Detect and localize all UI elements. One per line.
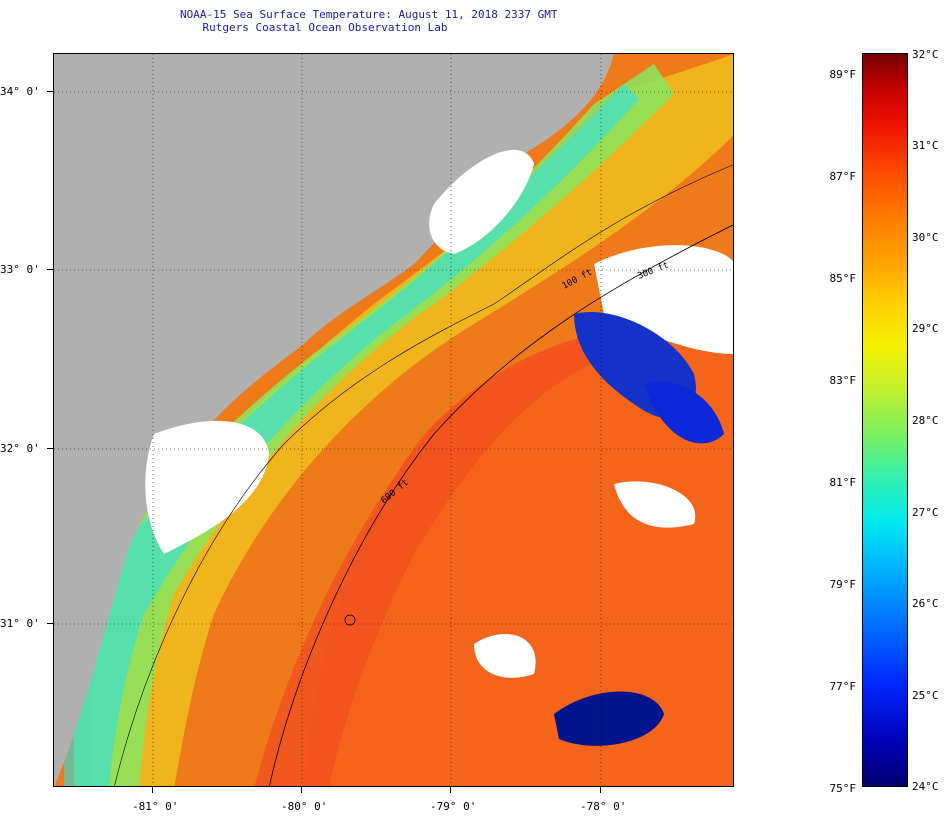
y-tick-34 (47, 91, 53, 92)
map-title: NOAA-15 Sea Surface Temperature: August … (180, 8, 558, 21)
y-tick-33 (47, 269, 53, 270)
shelf-water-region (94, 54, 733, 786)
x-tick-81 (152, 787, 153, 793)
temperature-color-bar (862, 53, 908, 787)
graticule (54, 54, 733, 786)
cloud-patch-se (614, 481, 696, 528)
cloud-patch-nearshore-north (429, 149, 534, 254)
x-axis-label-79: -79° 0' (430, 800, 477, 813)
colorbar-c-label: 28°C (912, 414, 939, 427)
nearshore-water-region (74, 64, 674, 786)
colorbar-c-label: 32°C (912, 48, 939, 61)
y-axis-label-34: 34° 0' (0, 85, 40, 98)
colorbar-c-label: 27°C (912, 506, 939, 519)
colorbar-c-label: 30°C (912, 231, 939, 244)
sst-map: 100 ft 300 ft 600 ft (53, 53, 734, 787)
colorbar-f-label: 81°F (829, 476, 857, 489)
y-axis-label-33: 33° 0' (0, 263, 40, 276)
colorbar-f-label: 75°F (829, 782, 857, 795)
colorbar-c-label: 26°C (912, 597, 939, 610)
land-mass (54, 54, 614, 786)
warm-core-region (304, 304, 733, 786)
colorbar-f-label: 77°F (829, 680, 857, 693)
colorbar-f-label: 83°F (829, 374, 857, 387)
buoy-marker (344, 614, 356, 626)
colorbar-c-label: 29°C (912, 322, 939, 335)
colorbar-f-label: 79°F (829, 578, 857, 591)
y-tick-31 (47, 623, 53, 624)
cold-water-patch-south (554, 691, 664, 746)
x-tick-80 (301, 787, 302, 793)
colorbar-c-label: 25°C (912, 689, 939, 702)
colorbar-c-label: 24°C (912, 780, 939, 793)
colorbar-f-label: 87°F (829, 170, 857, 183)
x-tick-79 (450, 787, 451, 793)
cloud-patch-charleston (145, 420, 269, 554)
colorbar-f-label: 85°F (829, 272, 857, 285)
map-title-block: NOAA-15 Sea Surface Temperature: August … (180, 8, 558, 34)
gulf-stream-core (254, 334, 614, 786)
y-tick-32 (47, 448, 53, 449)
cloud-patch-offshore-ne (594, 245, 733, 354)
x-tick-78 (600, 787, 601, 793)
isobath-600ft (269, 224, 733, 786)
cold-water-patch-east-2 (644, 381, 724, 444)
cloud-patch-south (474, 634, 536, 678)
colorbar-c-label: 31°C (912, 139, 939, 152)
x-axis-label-81: -81° 0' (132, 800, 179, 813)
y-axis-label-31: 31° 0' (0, 617, 40, 630)
y-axis-label-32: 32° 0' (0, 442, 40, 455)
x-axis-label-78: -78° 0' (580, 800, 627, 813)
colorbar-f-label: 89°F (829, 68, 857, 81)
sst-map-graphics: 100 ft 300 ft 600 ft (54, 54, 733, 786)
x-axis-label-80: -80° 0' (281, 800, 328, 813)
coastal-cyan-water (64, 84, 639, 786)
map-subtitle: Rutgers Coastal Ocean Observation Lab (202, 21, 448, 34)
contour-label-100ft: 100 ft (561, 268, 594, 292)
